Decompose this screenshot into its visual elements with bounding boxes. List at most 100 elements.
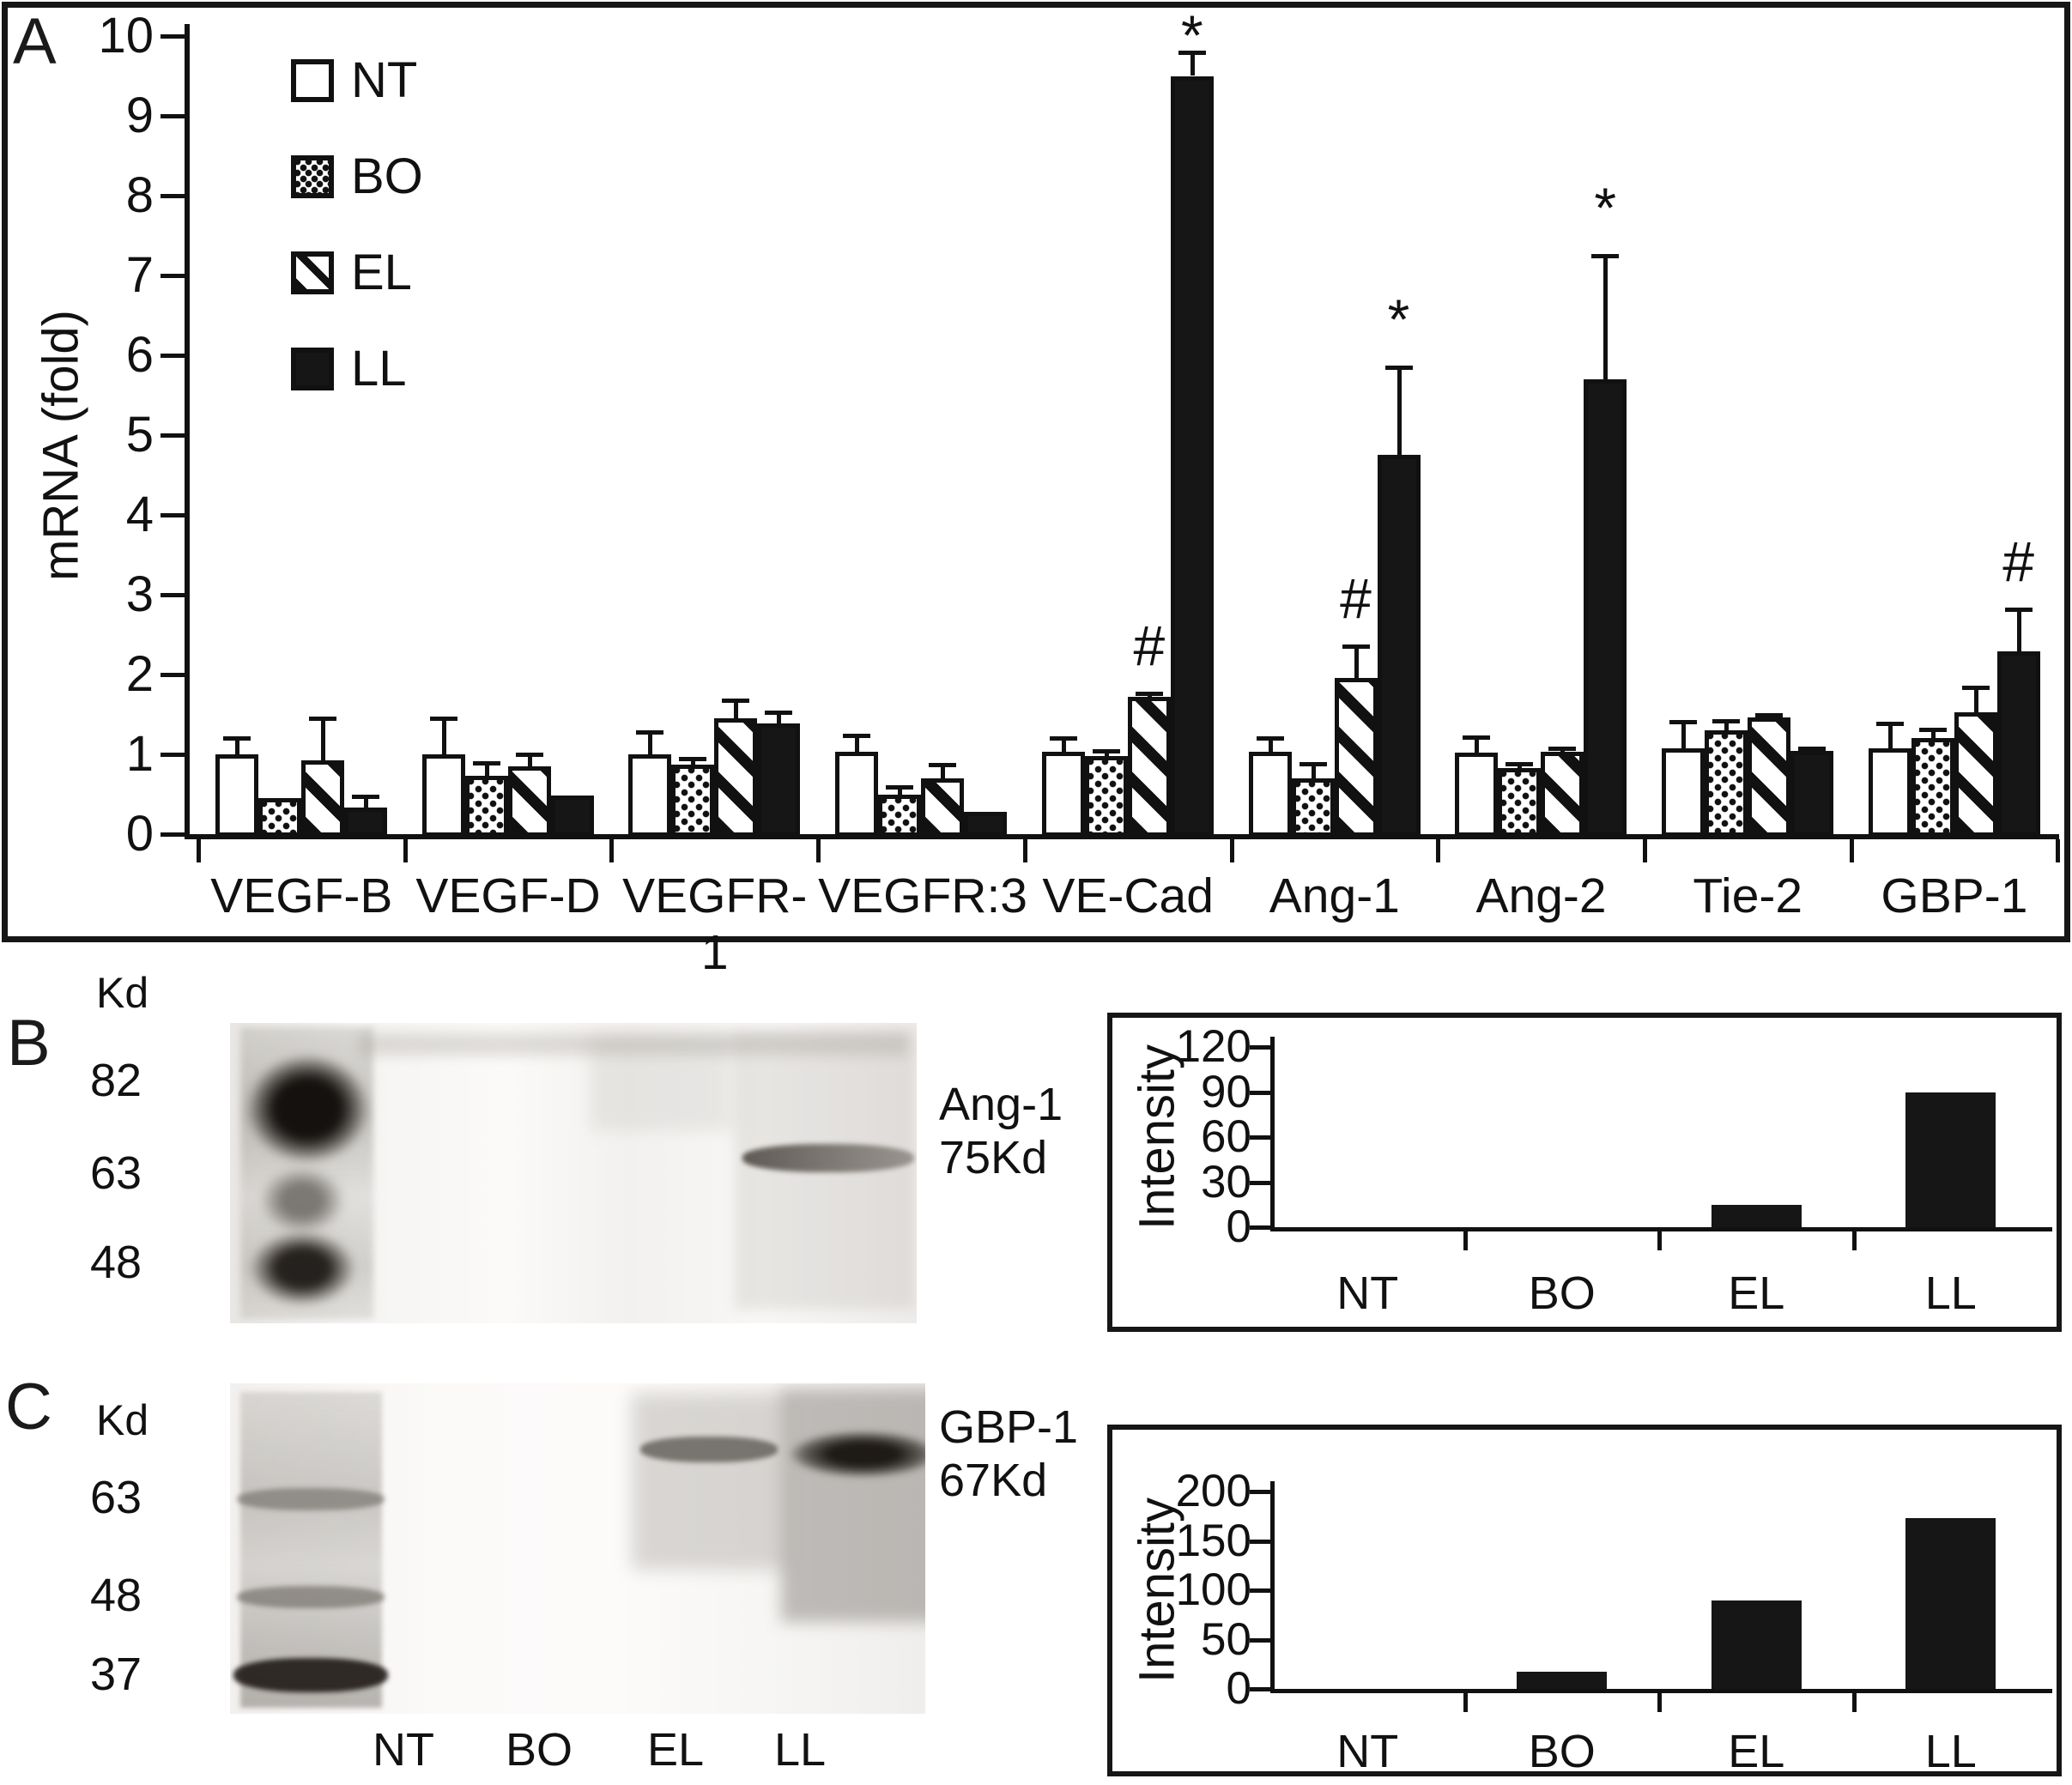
- x-category-label: Ang-2: [1475, 868, 1607, 923]
- error-bar-Ang-2-NT: [1475, 737, 1480, 753]
- bar-VEGFR-1-EL: [714, 718, 758, 837]
- x-axis-line: [185, 834, 2059, 839]
- error-bar-VEGF-D-EL: [527, 754, 532, 766]
- error-bar-GBP-1-LL: [2016, 608, 2021, 652]
- y-tick: [1250, 1687, 1270, 1691]
- y-axis-title: Intensity: [1129, 1498, 1185, 1683]
- error-bar-VEGF-B-LL: [364, 796, 368, 808]
- error-bar-VEGFR:3-NT: [855, 735, 860, 753]
- gbp1-67kd-band-el: [640, 1437, 778, 1462]
- panel-b-marker-82: 82: [90, 1055, 142, 1106]
- bar-Tie-2-BO: [1704, 730, 1748, 837]
- x-category-label: BO: [1528, 1726, 1596, 1777]
- error-cap-VEGFR:3-EL: [929, 763, 957, 768]
- error-cap-Tie-2-NT: [1669, 719, 1697, 724]
- top-edge-smear: [359, 1033, 908, 1056]
- x-category-label: VEGFR:3: [818, 868, 1027, 923]
- bar-Tie-2-EL: [1747, 717, 1790, 837]
- error-bar-VEGFR-1-EL: [734, 699, 739, 719]
- y-tick-label: 3: [125, 566, 154, 622]
- blot-b-target-name: Ang-1: [939, 1079, 1063, 1130]
- x-tick: [1851, 1231, 1857, 1250]
- y-tick: [161, 274, 185, 278]
- y-tick: [161, 513, 185, 517]
- error-bar-GBP-1-BO: [1930, 729, 1936, 739]
- error-bar-VE-Cad-NT: [1061, 738, 1066, 753]
- marker-lane-smear: [240, 1392, 382, 1708]
- intensity-chart-c-box: 0 50 100 150 200 NT BO EL LL Intensity: [1107, 1425, 2062, 1777]
- error-bar-Ang-1-NT: [1268, 738, 1273, 753]
- error-cap-Ang-1-EL: [1342, 644, 1370, 650]
- y-tick: [161, 114, 185, 118]
- intensity-chart-b-box: 0 30 60 90 120 NT BO EL LL Intensity: [1107, 1013, 2062, 1332]
- error-cap-Ang-2-NT: [1463, 735, 1491, 741]
- x-category-label: NT: [1336, 1268, 1399, 1319]
- error-bar-VEGF-B-NT: [235, 738, 239, 754]
- y-tick: [1250, 1490, 1270, 1494]
- y-tick-label: 2: [125, 646, 154, 702]
- bar-GBP-1-NT: [1868, 747, 1911, 837]
- x-category-label: EL: [1728, 1726, 1785, 1777]
- error-cap-VEGFR:3-BO: [886, 785, 914, 790]
- error-bar-Ang-1-LL: [1396, 366, 1402, 456]
- error-cap-GBP-1-BO: [1918, 728, 1947, 733]
- x-tick: [2056, 839, 2061, 862]
- error-cap-VE-Cad-NT: [1049, 736, 1077, 741]
- bar-VEGF-B-BO: [258, 798, 301, 837]
- bar-VEGF-B-NT: [215, 754, 258, 837]
- x-category-label: VEGFR-1: [622, 868, 808, 980]
- marker-band-48-streak: [237, 1586, 385, 1608]
- error-bar-Tie-2-BO: [1724, 720, 1729, 731]
- bar-VEGFR:3-BO: [878, 795, 922, 837]
- x-category-label: Ang-1: [1269, 868, 1400, 923]
- error-cap-VE-Cad-EL: [1135, 692, 1163, 697]
- error-bar-GBP-1-EL: [1973, 687, 1978, 712]
- error-cap-GBP-1-NT: [1875, 721, 1904, 726]
- y-tick-label: 6: [125, 327, 154, 383]
- panel-b-marker-63: 63: [90, 1147, 142, 1199]
- y-tick: [161, 753, 185, 757]
- error-cap-Tie-2-EL: [1754, 712, 1783, 717]
- error-cap-VEGF-B-NT: [223, 736, 251, 741]
- legend-swatch-LL: [291, 348, 334, 390]
- x-tick: [1229, 839, 1234, 862]
- x-category-label: EL: [1728, 1268, 1785, 1319]
- x-tick: [1657, 1693, 1662, 1712]
- blot-lane-label-ll: LL: [773, 1724, 827, 1776]
- x-category-label: VE-Cad: [1042, 868, 1214, 923]
- x-axis-line: [1270, 1227, 2052, 1231]
- bar-VE-Cad-BO: [1084, 755, 1128, 837]
- bar-VEGF-B-EL: [301, 760, 344, 837]
- x-tick: [1463, 1231, 1468, 1250]
- y-tick: [1250, 1539, 1270, 1544]
- error-cap-Ang-1-NT: [1256, 736, 1284, 741]
- y-tick: [1250, 1045, 1270, 1050]
- panel-c-marker-48: 48: [90, 1570, 142, 1621]
- error-bar-VEGF-D-NT: [441, 718, 446, 754]
- blot-b-target-size: 75Kd: [939, 1132, 1048, 1183]
- x-tick: [1022, 839, 1027, 862]
- bar-Ang-1-BO: [1291, 778, 1335, 837]
- sig-mark-Ang-2-LL: *: [1594, 175, 1617, 239]
- marker-band-48-blob: [249, 1231, 356, 1306]
- bar-Ang-2-EL: [1541, 752, 1584, 837]
- error-cap-VEGF-D-BO: [472, 761, 500, 766]
- bar-VEGFR:3-EL: [921, 778, 965, 837]
- x-category-label: LL: [1924, 1268, 1977, 1319]
- y-tick-label: 50: [1201, 1613, 1251, 1665]
- y-tick-label: 1: [125, 726, 154, 782]
- x-category-label: NT: [1336, 1726, 1399, 1777]
- bar-Tie-2-LL: [1790, 751, 1833, 837]
- error-bar-VEGFR:3-EL: [941, 765, 946, 778]
- gbp1-67kd-band-ll: [788, 1431, 925, 1478]
- error-cap-Ang-2-LL: [1591, 253, 1620, 258]
- mrna-grouped-bar-chart: 0 1 2 3 4 5 6 7 8 9 10 VEGF-B VEGF-D VEGFR-1 VEGFR:3 VE…: [8, 3, 2064, 980]
- bar-VEGFR-1-BO: [671, 765, 715, 837]
- bar-Ang-1-NT: [1248, 752, 1292, 837]
- y-tick-label: 8: [125, 167, 154, 223]
- y-axis-title: Intensity: [1129, 1044, 1185, 1230]
- error-cap-VEGFR:3-NT: [843, 733, 871, 738]
- sig-mark-GBP-1-LL: #: [2002, 529, 2034, 593]
- western-blot-ang1: [230, 1023, 917, 1323]
